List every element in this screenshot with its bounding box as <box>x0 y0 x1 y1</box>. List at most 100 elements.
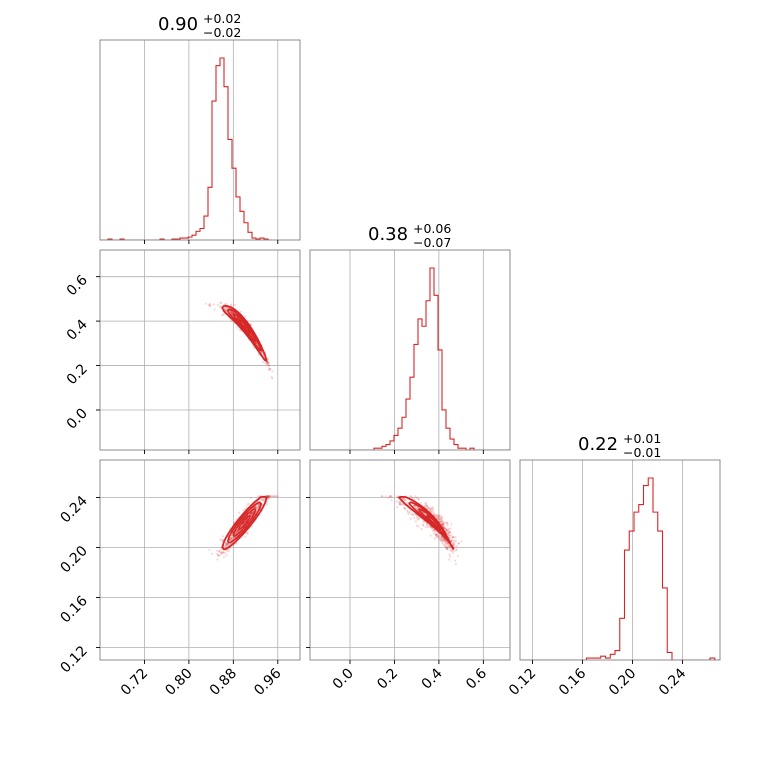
param-title-lower: −0.07 <box>413 235 451 250</box>
scatter-point <box>432 532 436 535</box>
scatter-point <box>431 529 435 532</box>
scatter-point <box>448 545 451 549</box>
scatter-point <box>450 534 453 537</box>
scatter-point <box>415 496 419 499</box>
scatter-point <box>440 522 443 525</box>
scatter-point <box>443 527 446 530</box>
scatter-point <box>231 312 234 315</box>
scatter-point <box>265 500 269 504</box>
scatter-point <box>238 328 241 332</box>
scatter-point <box>231 311 234 314</box>
panel-frame <box>519 459 721 661</box>
scatter-point <box>452 544 456 547</box>
x-tick-label: 0.12 <box>506 666 539 699</box>
scatter-point <box>249 513 253 516</box>
contour-level <box>226 501 263 544</box>
scatter-point <box>448 545 451 548</box>
scatter-point <box>253 506 256 509</box>
scatter-point <box>438 537 441 540</box>
scatter-point <box>216 558 219 561</box>
y-tick-label: 0.2 <box>64 361 91 388</box>
scatter-point <box>446 532 449 535</box>
scatter-point <box>453 546 456 549</box>
scatter-point <box>440 519 443 522</box>
x-tick-label: 0.16 <box>556 665 589 698</box>
scatter-point <box>270 495 273 498</box>
scatter-point <box>441 541 444 544</box>
scatter-point <box>405 509 409 512</box>
scatter-point <box>447 532 450 535</box>
scatter-point <box>243 315 247 318</box>
scatter-point <box>448 531 451 535</box>
param-title-lower: −0.02 <box>203 25 241 40</box>
scatter-point <box>431 509 435 512</box>
scatter-point <box>222 556 226 559</box>
scatter-point <box>447 530 450 533</box>
contour-level <box>238 318 251 334</box>
scatter-point <box>431 507 435 510</box>
scatter-point <box>449 555 452 558</box>
scatter-point <box>424 501 427 504</box>
scatter-point <box>448 533 451 536</box>
scatter-point <box>229 539 232 542</box>
scatter-point <box>220 553 223 556</box>
scatter-point <box>229 310 232 313</box>
scatter-point <box>271 370 274 373</box>
scatter-point <box>236 531 239 534</box>
scatter-point <box>448 558 451 561</box>
scatter-point <box>455 545 458 548</box>
scatter-point <box>429 508 432 511</box>
scatter-point <box>236 326 239 329</box>
scatter-point <box>429 507 432 510</box>
scatter-point <box>446 524 449 527</box>
scatter-point <box>251 511 254 514</box>
scatter-point <box>267 364 270 367</box>
scatter-point <box>401 503 404 506</box>
scatter-point <box>215 553 219 556</box>
scatter-point <box>267 368 271 372</box>
scatter-point <box>404 499 407 502</box>
scatter-point <box>225 303 228 306</box>
scatter-point <box>405 501 408 504</box>
scatter-point <box>445 521 448 524</box>
scatter-point <box>446 546 449 549</box>
scatter-point <box>454 563 457 566</box>
contour-level <box>232 508 257 537</box>
scatter-point <box>415 507 419 510</box>
scatter-point <box>437 516 440 519</box>
scatter-point <box>225 543 228 546</box>
scatter-point <box>268 497 271 500</box>
x-tick-label: 0.20 <box>606 666 639 699</box>
scatter-point <box>445 529 448 532</box>
scatter-point <box>396 506 399 509</box>
scatter-point <box>450 540 453 543</box>
scatter-point <box>230 536 233 540</box>
scatter-point <box>250 512 253 515</box>
scatter-point <box>453 543 456 546</box>
scatter-point <box>434 534 437 537</box>
scatter-point <box>441 520 444 524</box>
scatter-point <box>406 510 409 513</box>
scatter-point <box>444 527 447 530</box>
scatter-point <box>409 495 412 498</box>
scatter-point <box>384 495 387 498</box>
scatter-point <box>246 532 249 535</box>
scatter-point <box>454 549 457 552</box>
scatter-point <box>231 311 234 314</box>
scatter-point <box>402 497 405 501</box>
scatter-point <box>241 523 244 526</box>
scatter-point <box>440 520 443 523</box>
scatter-point <box>227 550 231 553</box>
scatter-point <box>229 310 232 313</box>
scatter-point <box>450 549 453 552</box>
scatter-point <box>234 531 237 534</box>
scatter-point <box>252 346 255 349</box>
scatter-point <box>249 513 252 516</box>
scatter-point <box>444 545 447 548</box>
scatter-point <box>446 542 449 545</box>
scatter-point <box>447 529 450 532</box>
contour-level <box>226 308 263 352</box>
scatter-point <box>254 505 258 508</box>
scatter-point <box>233 303 236 306</box>
